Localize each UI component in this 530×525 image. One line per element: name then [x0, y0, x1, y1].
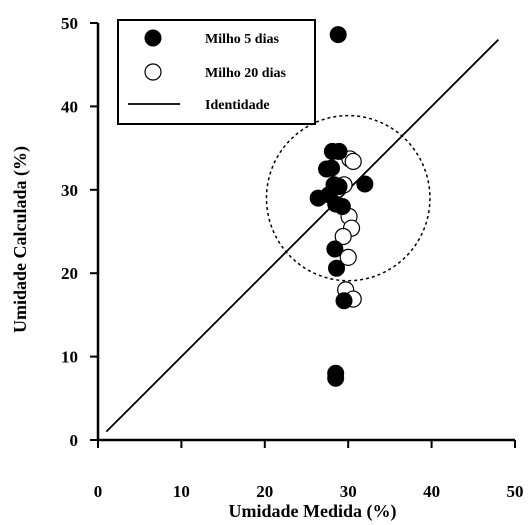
milho-5-dias-point — [329, 26, 347, 44]
milho-5-dias-point — [327, 369, 345, 387]
milho-5-dias-point — [309, 189, 327, 207]
y-tick-label: 50 — [61, 14, 78, 33]
milho-20-dias-point — [339, 248, 357, 266]
milho-20-dias-point — [334, 227, 352, 246]
x-tick-label: 10 — [173, 482, 190, 501]
legend-marker-open — [144, 63, 162, 81]
y-tick-label: 30 — [61, 181, 78, 200]
annotation-layer — [265, 114, 431, 282]
x-tick-label: 30 — [340, 482, 357, 501]
highlight-dashed-circle — [265, 114, 431, 282]
y-tick-label: 20 — [61, 264, 78, 283]
y-tick-label: 0 — [70, 431, 79, 450]
milho-5-dias-point — [323, 159, 341, 177]
axes: 0 10 20 30 40 50 0 10 20 30 40 50 — [61, 14, 524, 501]
milho-5-dias-point — [335, 292, 353, 310]
y-tick-label: 40 — [61, 97, 78, 116]
y-axis-title: Umidade Calculada (%) — [10, 146, 31, 333]
x-tick-label: 20 — [256, 482, 273, 501]
x-tick-label: 40 — [423, 482, 440, 501]
x-tick-label: 50 — [507, 482, 524, 501]
milho-5-dias-point — [333, 197, 351, 215]
milho-5-dias-point — [356, 175, 374, 193]
series-layer — [105, 26, 499, 433]
legend-label: Identidade — [205, 98, 270, 113]
x-tick-label: 0 — [94, 482, 103, 501]
x-axis-title: Umidade Medida (%) — [229, 501, 397, 522]
milho-5-dias-point — [330, 142, 348, 160]
legend-label: Milho 5 dias — [205, 32, 279, 47]
milho-5-dias-point — [326, 240, 344, 258]
legend: Milho 5 dias Milho 20 dias Identidade — [117, 19, 316, 125]
legend-label: Milho 20 dias — [205, 66, 286, 81]
milho-20-dias-point — [344, 152, 362, 171]
y-tick-label: 10 — [61, 348, 78, 367]
milho-5-dias-point — [328, 259, 346, 277]
legend-marker-filled — [144, 29, 162, 47]
identity-line — [105, 39, 499, 433]
